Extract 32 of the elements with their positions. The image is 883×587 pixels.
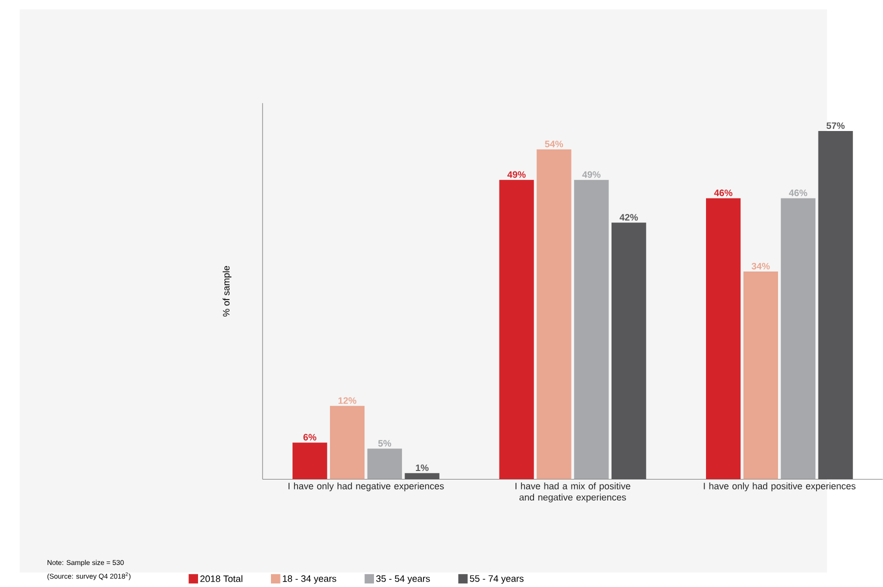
- bar: [536, 149, 572, 480]
- legend-label: 55 - 74 years: [470, 575, 524, 584]
- data-label: 5%: [378, 440, 392, 447]
- data-label: 1%: [416, 464, 429, 472]
- bar: [330, 406, 365, 480]
- data-label: 49%: [582, 171, 600, 178]
- x-tick-label: I have only had negative experiences: [288, 482, 444, 492]
- bar: [612, 222, 646, 480]
- data-label: 12%: [338, 397, 356, 404]
- data-label: 54%: [544, 140, 564, 148]
- data-label: 46%: [788, 190, 808, 196]
- bar: [404, 473, 440, 480]
- data-label: 46%: [714, 190, 732, 196]
- data-label: 34%: [752, 262, 770, 270]
- legend-label: 2018 Total: [200, 575, 242, 582]
- bar: [367, 448, 402, 480]
- bar: [818, 130, 853, 480]
- bar: [499, 180, 534, 480]
- data-label: 6%: [303, 434, 316, 440]
- data-label: 49%: [507, 171, 526, 178]
- data-label: 42%: [620, 214, 638, 221]
- bar: [780, 198, 816, 480]
- bar: [292, 442, 328, 480]
- bar: [706, 198, 741, 480]
- y-axis-title: % of sample: [222, 266, 232, 316]
- data-label: 57%: [826, 122, 845, 129]
- bar: [574, 180, 609, 480]
- x-tick-label: I have had a mix of positive and negative experiences: [516, 482, 630, 502]
- bar: [743, 271, 778, 480]
- legend-label: 35 - 54 years: [376, 575, 430, 584]
- x-tick-label: I have only had positive experiences: [704, 482, 856, 492]
- legend-label: 18 - 34 years: [282, 575, 336, 584]
